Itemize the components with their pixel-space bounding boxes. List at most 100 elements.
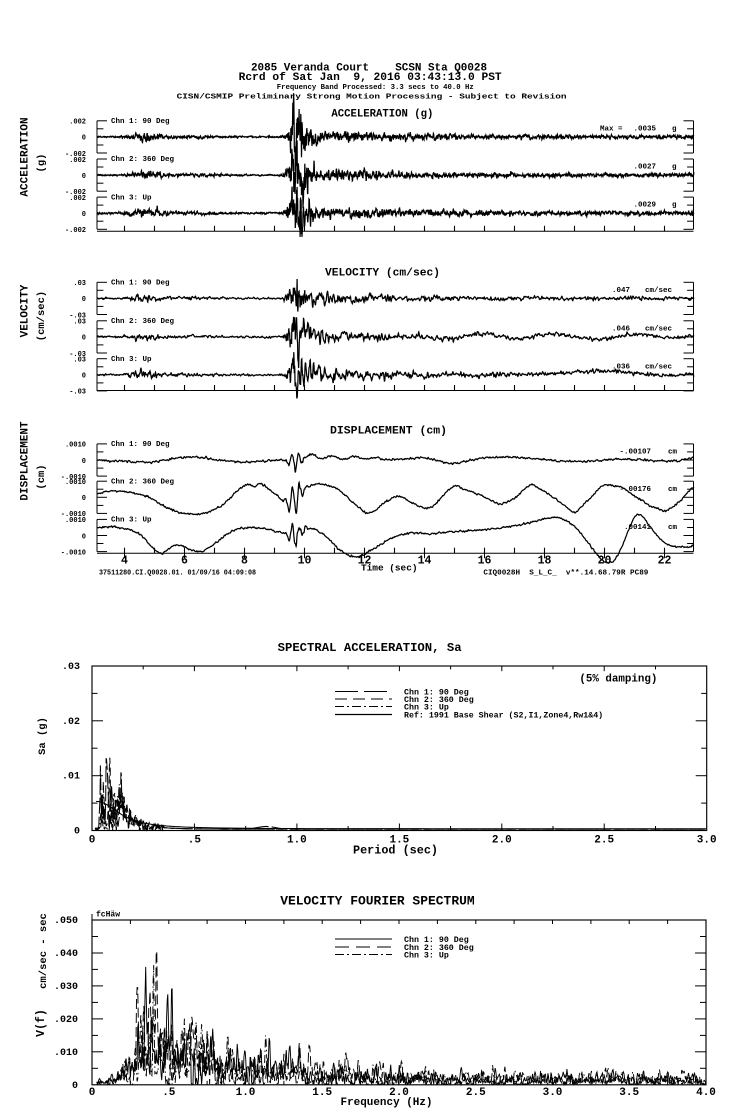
svg-text:0: 0 [72, 1081, 78, 1092]
svg-text:Chn 3: Up: Chn 3: Up [111, 517, 152, 525]
svg-text:.02: .02 [62, 717, 80, 728]
svg-text:2.0: 2.0 [389, 1087, 409, 1099]
svg-text:.03: .03 [73, 319, 86, 327]
svg-text:2.5: 2.5 [466, 1087, 486, 1099]
svg-text:0: 0 [89, 835, 96, 847]
svg-text:.030: .030 [54, 982, 78, 993]
svg-text:.5: .5 [188, 835, 202, 847]
svg-text:CIQ0028H S_L_C_ v**.14.68.79: CIQ0028H S_L_C_ v**.14.68.79R PC89 [483, 570, 649, 578]
svg-text:.046: .046 [612, 325, 631, 333]
svg-text:0: 0 [82, 373, 86, 381]
svg-text:4: 4 [121, 555, 128, 568]
svg-text:.0010: .0010 [65, 479, 86, 487]
svg-text:-.03: -.03 [69, 312, 86, 320]
svg-text:18: 18 [538, 555, 552, 568]
svg-text:SPECTRAL ACCELERATION, Sa: SPECTRAL ACCELERATION, Sa [278, 641, 462, 655]
svg-text:3.5: 3.5 [619, 1087, 639, 1099]
svg-text:14: 14 [418, 555, 432, 568]
svg-text:2.0: 2.0 [492, 835, 512, 847]
svg-text:Frequency Band Processed: 3.3: Frequency Band Processed: 3.3 secs to 40… [277, 84, 474, 92]
svg-text:DISPLACEMENT (cm): DISPLACEMENT (cm) [330, 426, 447, 438]
svg-text:-.00176: -.00176 [619, 486, 651, 494]
svg-text:20: 20 [598, 555, 612, 568]
svg-text:Chn 3: Up: Chn 3: Up [111, 194, 152, 202]
svg-text:Max =: Max = [600, 125, 623, 133]
svg-text:3.0: 3.0 [697, 835, 717, 847]
svg-text:VELOCITY: VELOCITY [20, 284, 32, 337]
svg-text:VELOCITY FOURIER SPECTRUM: VELOCITY FOURIER SPECTRUM [280, 894, 475, 909]
svg-text:-.002: -.002 [65, 151, 86, 159]
svg-text:.0010: .0010 [65, 442, 86, 450]
svg-text:ACCELERATION (g): ACCELERATION (g) [331, 108, 433, 120]
svg-text:Chn 3: Up: Chn 3: Up [404, 950, 449, 960]
svg-text:Chn 1: 90 Deg: Chn 1: 90 Deg [404, 935, 469, 945]
svg-text:cm/sec: cm/sec [645, 363, 673, 371]
svg-text:1.0: 1.0 [287, 835, 307, 847]
svg-text:.047: .047 [612, 287, 630, 295]
svg-text:0: 0 [82, 296, 86, 304]
svg-text:Frequency (Hz): Frequency (Hz) [341, 1097, 433, 1109]
svg-text:Chn 1: 90 Deg: Chn 1: 90 Deg [111, 441, 170, 449]
svg-text:0: 0 [82, 211, 86, 219]
svg-text:4.0: 4.0 [696, 1087, 716, 1099]
svg-text:-.002: -.002 [65, 227, 86, 235]
svg-text:0: 0 [82, 533, 86, 541]
svg-text:Chn 1: 90 Deg: Chn 1: 90 Deg [404, 687, 469, 697]
svg-text:.5: .5 [162, 1087, 176, 1099]
svg-text:CISN/CSMIP Preliminary Strong: CISN/CSMIP Preliminary Strong Motion Pro… [177, 94, 567, 102]
svg-text:Chn 2: 360 Deg: Chn 2: 360 Deg [404, 695, 474, 705]
svg-text:(cm/sec): (cm/sec) [36, 291, 48, 341]
svg-text:2.5: 2.5 [594, 835, 614, 847]
svg-text:.0027: .0027 [633, 164, 656, 172]
svg-text:0: 0 [82, 458, 86, 466]
svg-text:-.0010: -.0010 [61, 549, 86, 557]
svg-text:cm: cm [668, 486, 678, 494]
svg-text:.03: .03 [73, 280, 86, 288]
svg-text:8: 8 [241, 555, 248, 568]
svg-text:Chn 2: 360 Deg: Chn 2: 360 Deg [404, 943, 474, 953]
svg-text:g: g [672, 164, 677, 172]
svg-text:.0029: .0029 [633, 202, 656, 210]
svg-text:Chn 1: 90 Deg: Chn 1: 90 Deg [111, 118, 170, 126]
svg-text:fcHäw: fcHäw [96, 910, 120, 919]
svg-text:.002: .002 [69, 195, 86, 203]
svg-text:.03: .03 [62, 662, 80, 673]
svg-text:1.5: 1.5 [389, 835, 409, 847]
svg-text:0: 0 [89, 1087, 96, 1099]
svg-text:.0010: .0010 [65, 517, 86, 525]
svg-text:.020: .020 [54, 1015, 78, 1026]
svg-text:0: 0 [82, 135, 86, 143]
svg-text:DISPLACEMENT: DISPLACEMENT [20, 421, 32, 501]
svg-text:Ref: 1991 Base Shear (S2,I1,Zo: Ref: 1991 Base Shear (S2,I1,Zone4,Rw1&4) [404, 710, 603, 720]
svg-text:3.0: 3.0 [543, 1087, 563, 1099]
svg-text:1.5: 1.5 [312, 1087, 332, 1099]
svg-text:Sa (g): Sa (g) [37, 717, 49, 755]
svg-text:.00141: .00141 [624, 524, 652, 532]
svg-text:.010: .010 [54, 1048, 78, 1059]
svg-text:-.0010: -.0010 [61, 511, 86, 519]
svg-text:Period (sec): Period (sec) [353, 845, 438, 858]
svg-text:0: 0 [82, 173, 86, 181]
svg-text:37511280.CI.Q0028.01. 01/09/16: 37511280.CI.Q0028.01. 01/09/16 04:09:08 [99, 570, 256, 578]
svg-text:-.0010: -.0010 [61, 474, 86, 482]
svg-text:(g): (g) [36, 154, 48, 173]
svg-text:.050: .050 [54, 916, 78, 927]
svg-text:0: 0 [74, 827, 80, 838]
svg-text:Chn 2: 360 Deg: Chn 2: 360 Deg [111, 318, 175, 326]
svg-text:-.002: -.002 [65, 189, 86, 197]
svg-text:10: 10 [298, 555, 312, 568]
svg-text:VELOCITY (cm/sec): VELOCITY (cm/sec) [325, 268, 440, 280]
svg-text:(cm): (cm) [36, 464, 48, 489]
svg-text:Rcrd of Sat Jan 9, 2016 03:43: Rcrd of Sat Jan 9, 2016 03:43:13.0 PST [239, 72, 502, 84]
svg-text:.0035: .0035 [633, 125, 656, 133]
svg-text:-.03: -.03 [69, 389, 86, 397]
svg-text:-.00107: -.00107 [619, 449, 651, 457]
svg-text:16: 16 [478, 555, 492, 568]
svg-text:.002: .002 [69, 119, 86, 127]
svg-text:2085 Veranda Court SCSN Sta: 2085 Veranda Court SCSN Sta Q0028 [251, 62, 487, 74]
svg-text:cm: cm [668, 524, 678, 532]
svg-text:Chn 3: Up: Chn 3: Up [111, 356, 152, 364]
svg-text:ACCELERATION: ACCELERATION [20, 117, 32, 196]
svg-text:cm: cm [668, 449, 678, 457]
svg-text:g: g [672, 125, 677, 133]
